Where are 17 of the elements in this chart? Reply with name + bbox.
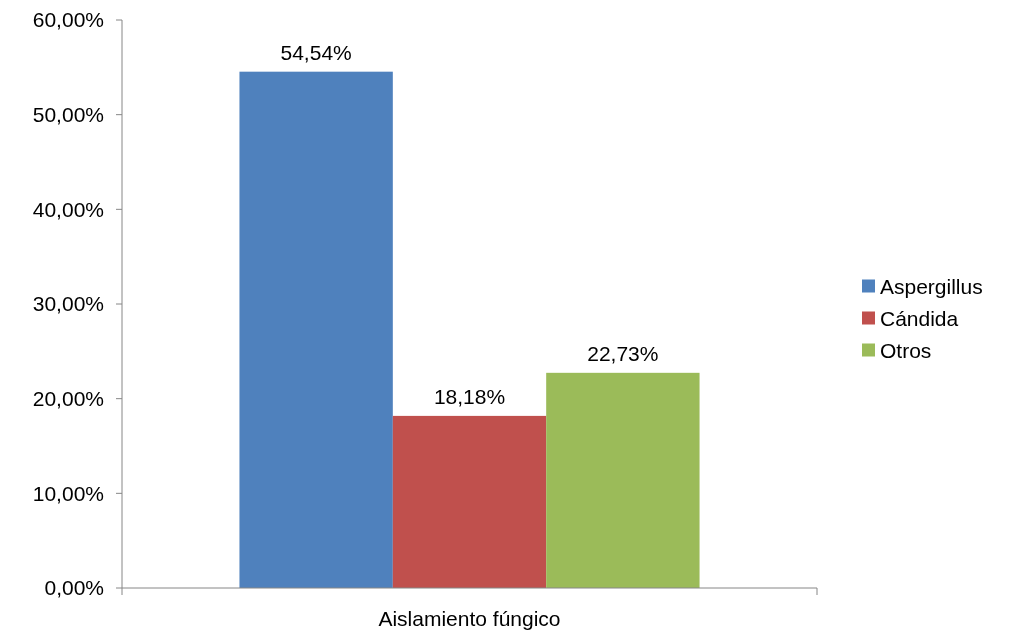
y-tick-label: 10,00% <box>32 481 104 505</box>
legend-label: Cándida <box>880 306 959 330</box>
data-label: 22,73% <box>587 341 659 365</box>
y-tick-label: 50,00% <box>32 103 104 127</box>
bar <box>239 71 393 588</box>
bar <box>392 415 547 588</box>
data-label: 18,18% <box>433 384 506 408</box>
legend-label: Otros <box>880 338 932 362</box>
y-tick-label: 40,00% <box>32 197 104 221</box>
data-label: 54,54% <box>280 40 352 64</box>
legend-label: Aspergillus <box>880 274 983 298</box>
x-tick-label: Aislamiento fúngico <box>378 607 561 630</box>
bar <box>546 372 700 588</box>
y-tick-label: 0,00% <box>44 576 104 600</box>
y-tick-label: 60,00% <box>32 8 104 32</box>
y-tick-label: 30,00% <box>32 292 104 316</box>
y-tick-label: 20,00% <box>32 387 104 411</box>
